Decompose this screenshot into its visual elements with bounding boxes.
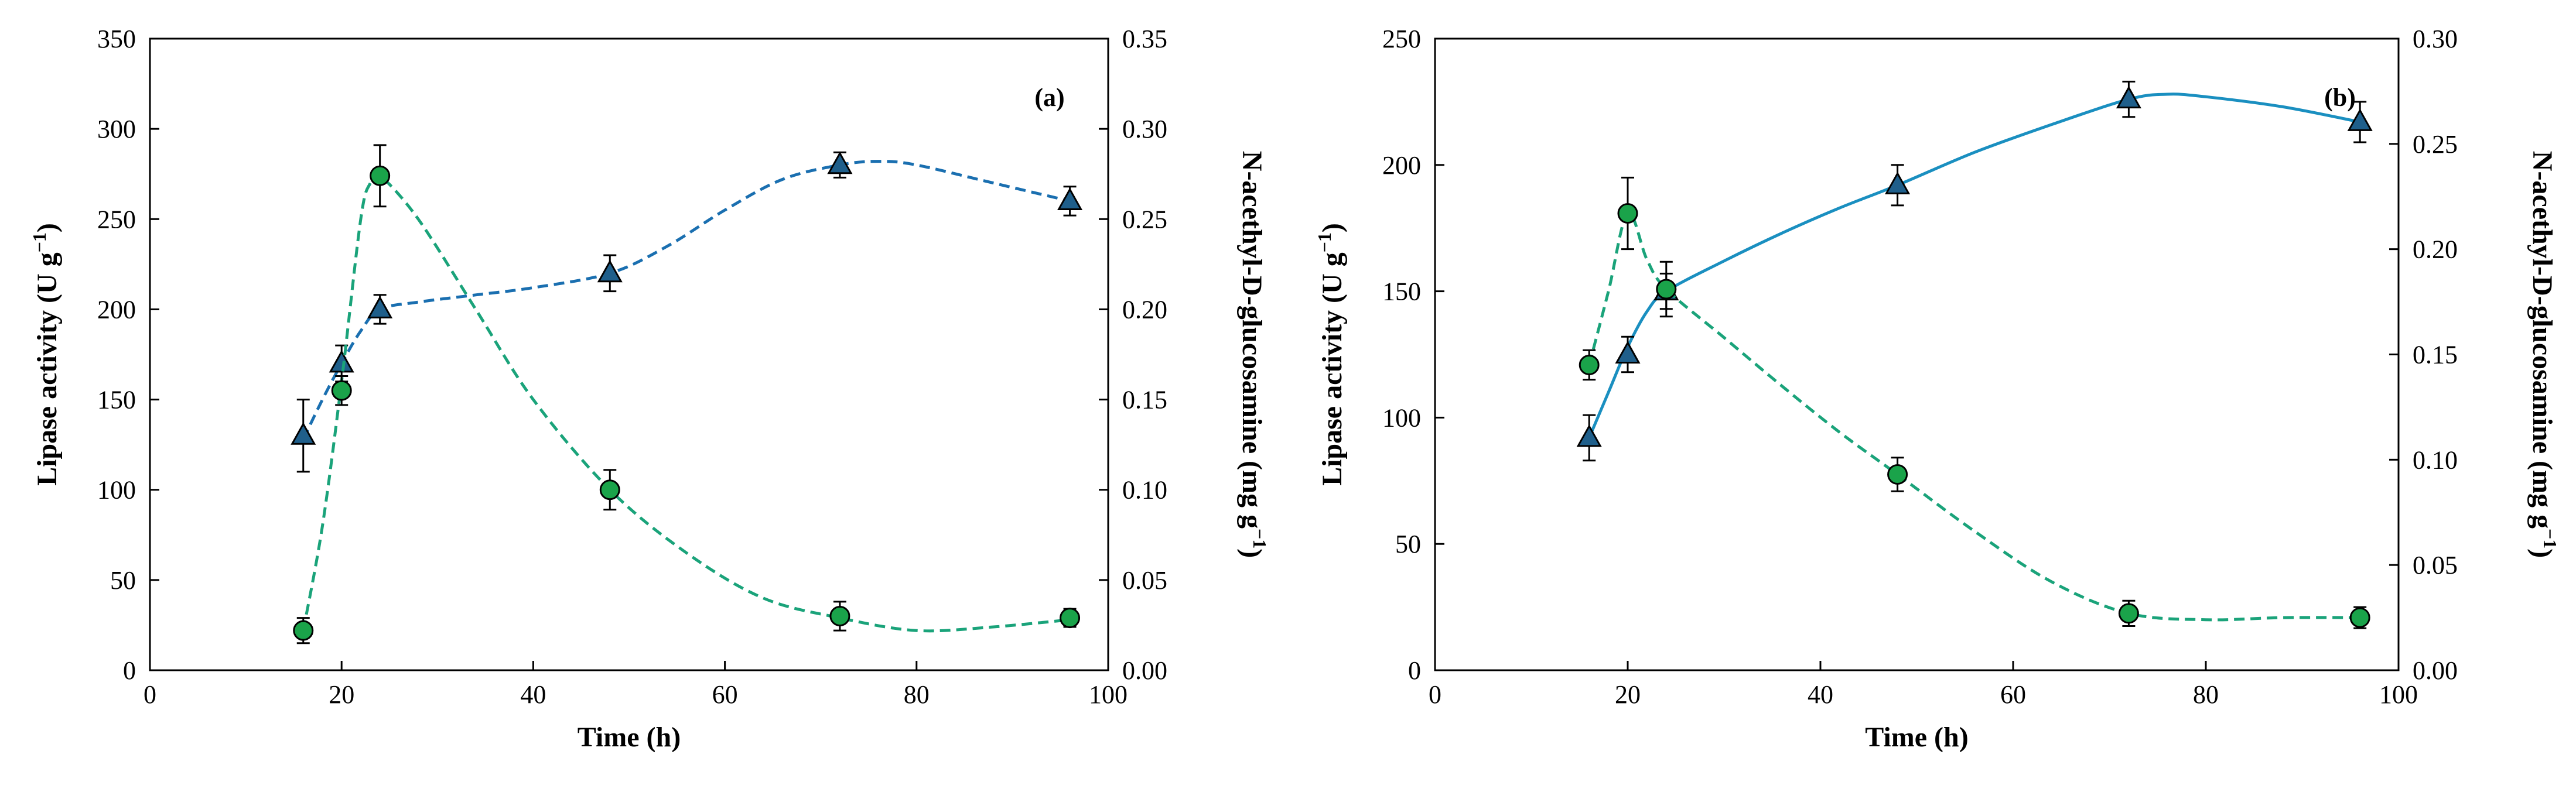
x-tick-label: 0: [1429, 680, 1441, 709]
y2-tick-label: 0.25: [1122, 205, 1167, 234]
data-point-circle: [1656, 279, 1677, 300]
y2-tick-label: 0.00: [2413, 656, 2458, 685]
x-tick-label: 100: [2379, 680, 2418, 709]
data-point-circle: [2349, 607, 2370, 628]
y2-tick-label: 0.00: [1122, 656, 1167, 685]
panel-label: (b): [2324, 83, 2356, 112]
data-point-circle: [370, 165, 391, 186]
y-tick-label: 350: [97, 25, 136, 53]
series-line-lipase: [302, 160, 1071, 440]
chart-panel-a: 0 20 40 60 80 100 0 50 100 150 200 250 300 350 0.00 0.0…: [29, 25, 1270, 753]
y2-tick-label: 0.15: [1122, 386, 1167, 414]
data-point-circle: [829, 606, 850, 627]
series-line-lipase: [1587, 92, 2360, 438]
y2-axis-label-close: ): [2527, 548, 2558, 558]
data-point-triangle: [329, 349, 354, 373]
data-point-triangle: [1576, 424, 1602, 447]
data-point-circle: [2118, 603, 2139, 624]
plot-frame: [1434, 37, 2400, 671]
x-tick-label: 0: [144, 680, 156, 709]
y-tick-label: 250: [97, 205, 136, 234]
series-line-nag: [1587, 211, 2360, 622]
data-point-triangle: [2116, 85, 2141, 109]
y-axis-label-sup: −1: [1314, 232, 1335, 252]
y2-axis-label-sup: −1: [2540, 529, 2561, 548]
data-point-triangle: [1057, 187, 1083, 210]
y-axis-label: Lipase activity (U g−1): [1314, 223, 1348, 486]
y2-axis-label: N-acethyl-D-glucosamine (mg g−1): [1236, 151, 1270, 558]
y-axis-label-close: ): [32, 223, 63, 232]
y-tick-label: 50: [1395, 530, 1421, 558]
y-tick-label: 150: [97, 386, 136, 414]
data-point-circle: [1887, 464, 1908, 485]
plot-frame: [149, 37, 1109, 671]
x-tick-label: 60: [2000, 680, 2026, 709]
y-axis-label-sup: −1: [29, 232, 50, 252]
data-point-triangle: [1885, 172, 1911, 194]
x-axis-label: Time (h): [1865, 722, 1968, 753]
y2-axis-label-close: ): [1236, 548, 1267, 558]
data-point-triangle: [827, 151, 853, 174]
x-tick-label: 100: [1089, 680, 1128, 709]
y-axis-label-close: ): [1317, 223, 1348, 232]
y-axis-label-text: Lipase activity (U g: [1317, 252, 1348, 486]
y2-tick-label: 0.05: [1122, 566, 1167, 595]
data-point-triangle: [597, 259, 623, 283]
y-tick-label: 150: [1382, 277, 1421, 306]
x-tick-label: 40: [1808, 680, 1833, 709]
y-axis-label-text: Lipase activity (U g: [32, 252, 63, 486]
y-tick-label: 200: [97, 295, 136, 324]
y2-tick-label: 0.30: [1122, 115, 1167, 143]
y2-tick-label: 0.10: [1122, 476, 1167, 505]
x-tick-label: 80: [2193, 680, 2219, 709]
x-axis-label: Time (h): [578, 722, 681, 753]
data-point-circle: [599, 479, 620, 500]
y2-tick-label: 0.10: [2413, 445, 2458, 474]
y-tick-label: 100: [1382, 403, 1421, 432]
panel-label: (a): [1034, 83, 1064, 112]
y2-axis-label: N-acethyl-D-glucosamine (mg g−1): [2527, 151, 2561, 558]
x-tick-label: 80: [904, 680, 930, 709]
x-tick-label: 60: [712, 680, 738, 709]
y2-axis-label-text: N-acethyl-D-glucosamine (mg g: [1236, 151, 1267, 529]
y-tick-label: 50: [110, 566, 136, 595]
y2-tick-label: 0.20: [2413, 235, 2458, 264]
y2-axis-label-text: N-acethyl-D-glucosamine (mg g: [2527, 151, 2558, 529]
data-point-triangle: [367, 296, 393, 318]
x-tick-label: 20: [1615, 680, 1641, 709]
series-nag: [293, 144, 1081, 644]
y2-tick-label: 0.25: [2413, 130, 2458, 159]
y-tick-label: 0: [123, 656, 136, 685]
y-axis-label: Lipase activity (U g−1): [29, 223, 63, 486]
series-nag: [1579, 176, 2370, 629]
y-tick-label: 250: [1382, 25, 1421, 53]
series-line-nag: [302, 172, 1070, 633]
data-point-circle: [1060, 608, 1081, 629]
y2-tick-label: 0.15: [2413, 341, 2458, 369]
y2-tick-label: 0.30: [2413, 25, 2458, 53]
data-point-circle: [1617, 203, 1638, 224]
data-point-triangle: [2347, 108, 2373, 131]
y-tick-label: 200: [1382, 151, 1421, 180]
chart-panel-b: 0 20 40 60 80 100 0 50 100 150 200 250 0.00 0.05 0.10 0…: [1314, 25, 2561, 753]
data-point-triangle: [291, 422, 316, 445]
y2-tick-label: 0.35: [1122, 25, 1167, 53]
x-tick-label: 20: [329, 680, 354, 709]
y-tick-label: 300: [97, 115, 136, 143]
y2-tick-label: 0.05: [2413, 551, 2458, 580]
data-point-triangle: [1615, 341, 1641, 364]
y2-axis-label-sup: −1: [1249, 529, 1270, 548]
series-lipase: [291, 151, 1083, 473]
series-lipase: [1576, 80, 2373, 462]
y2-tick-label: 0.20: [1122, 295, 1167, 324]
data-point-circle: [293, 620, 314, 641]
y-tick-label: 0: [1408, 656, 1421, 685]
data-point-circle: [1579, 354, 1600, 375]
y-tick-label: 100: [97, 476, 136, 505]
x-tick-label: 40: [520, 680, 546, 709]
data-point-circle: [331, 380, 352, 401]
